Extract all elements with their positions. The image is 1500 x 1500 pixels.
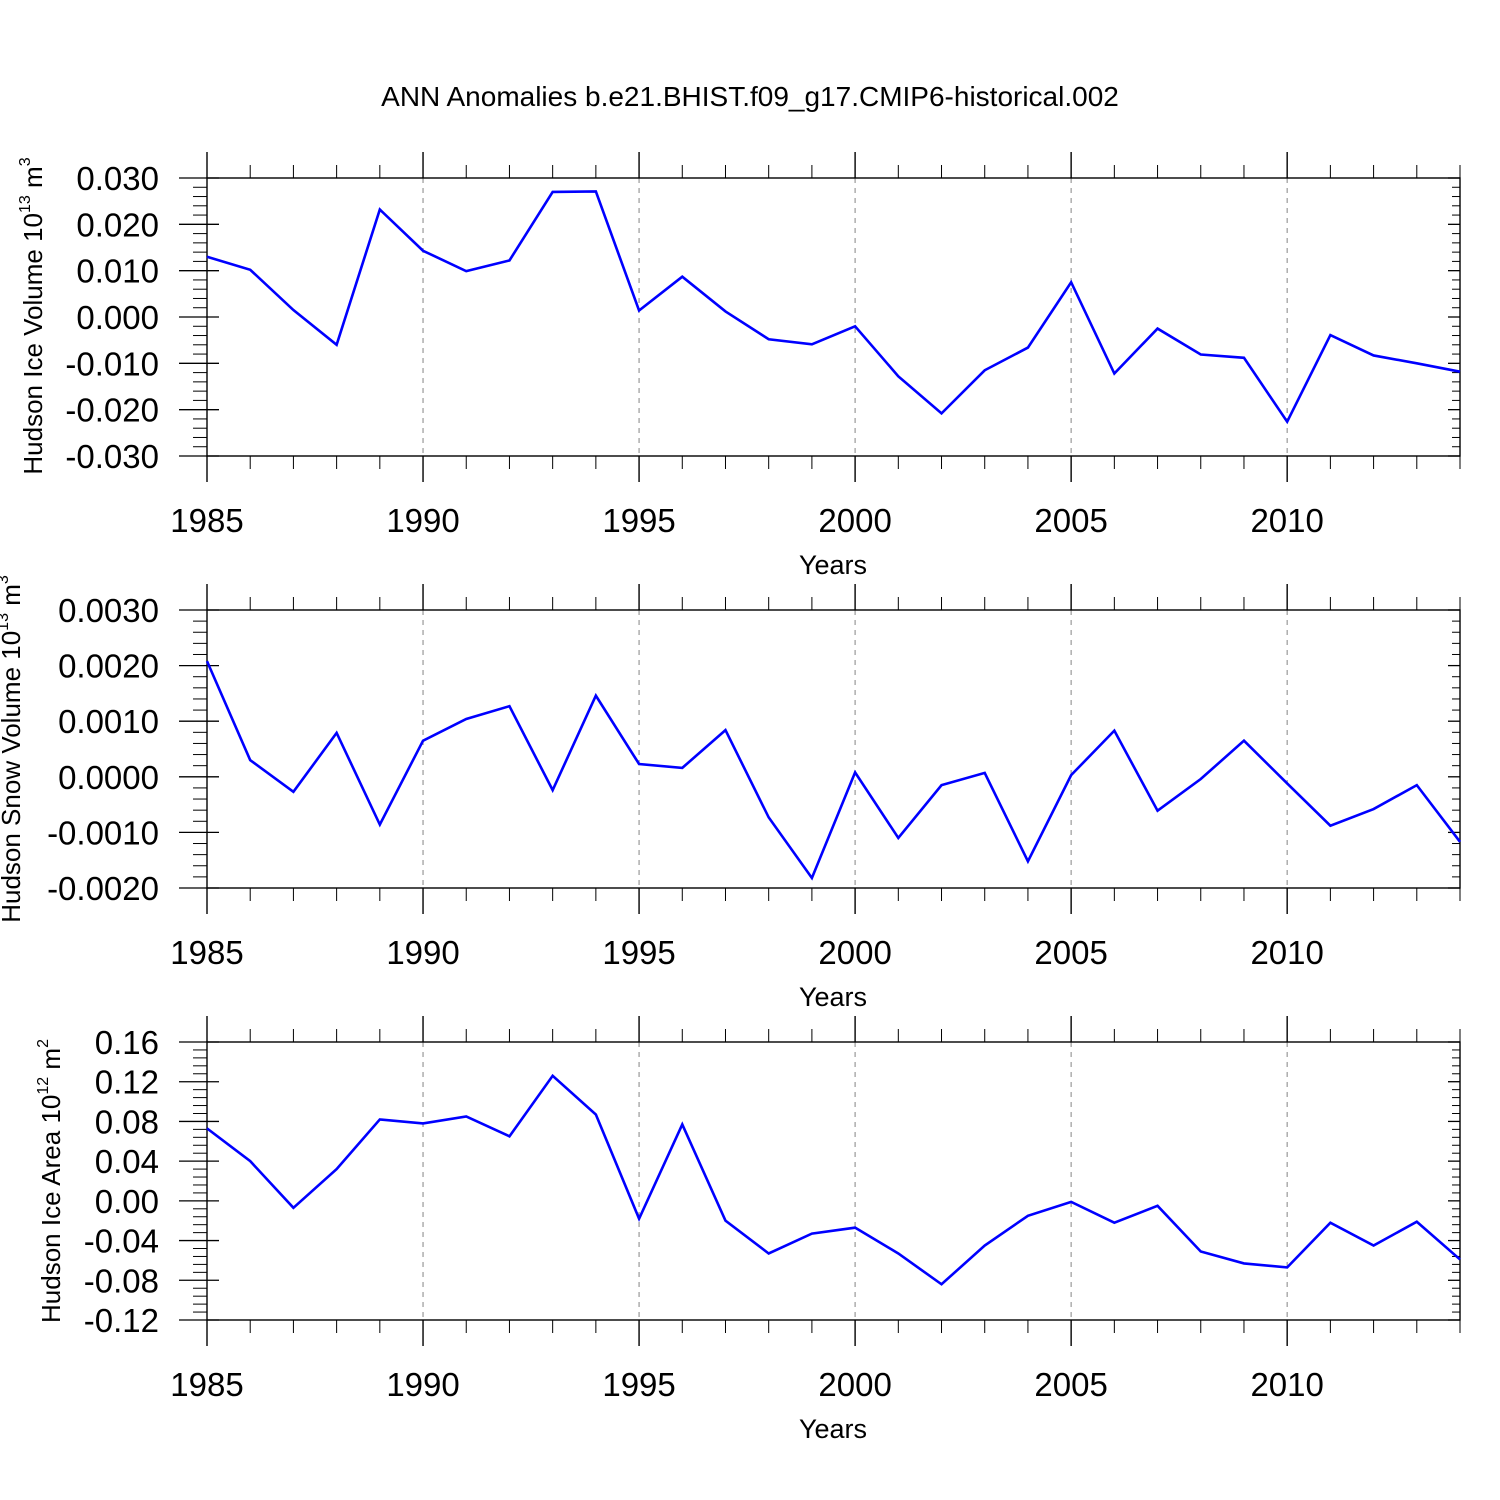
ice-area-ytick-label: 0.12 [95,1064,159,1101]
ice-volume-ytick-label: -0.020 [65,392,159,429]
ice-volume-xtick-label: 1990 [386,502,459,539]
ice-area-series-line [206,1073,1461,1286]
ice-area-ytick-label: -0.12 [84,1302,159,1339]
ice-volume-xlabel: Years [799,550,867,580]
snow-volume-frame [206,609,1461,889]
snow-volume-series-line [205,660,1462,881]
ice-volume-xtick-label: 2005 [1034,502,1107,539]
snow-volume-xtick-label: 2005 [1034,934,1107,971]
snow-volume-ytick-label: 0.0000 [58,759,159,796]
ice-area-ytick-label: 0.16 [95,1024,159,1061]
snow-volume-xtick-label: 2010 [1250,934,1323,971]
ice-volume-xtick-label: 2010 [1250,502,1323,539]
snow-volume-xlabel: Years [799,982,867,1012]
ice-volume-ytick-label: -0.010 [65,345,159,382]
ice-area-xtick-label: 1995 [602,1366,675,1403]
ice-volume-series-line [206,190,1461,425]
snow-volume-ytick-label: -0.0020 [47,870,159,907]
ice-volume-ytick-label: 0.000 [76,299,159,336]
snow-volume-xtick-label: 2000 [818,934,891,971]
ice-volume-ylabel: Hudson Ice Volume 1013 m3 [17,157,48,474]
ice-area-ytick-label: 0.04 [95,1143,159,1180]
ice-area-xtick-label: 2005 [1034,1366,1107,1403]
ice-area-ytick-label: -0.08 [84,1262,159,1299]
ice-area-frame [206,1041,1461,1321]
ice-area-ytick-label: -0.04 [84,1223,159,1260]
snow-volume-ylabel: Hudson Snow Volume 1013 m3 [0,575,26,923]
ice-volume-xtick-label: 1985 [170,502,243,539]
ice-volume-panel: Years Hudson Ice Volume 1013 m3 1985 1990… [17,152,1461,580]
ice-volume-ytick-label: 0.030 [76,160,159,197]
snow-volume-xtick-label: 1985 [170,934,243,971]
ice-volume-xtick-label: 1995 [602,502,675,539]
ice-volume-ytick-label: 0.020 [76,206,159,243]
ice-volume-ytick-label: 0.010 [76,253,159,290]
snow-volume-panel: Years Hudson Snow Volume 1013 m3 1985 199… [0,575,1462,1012]
ice-area-ytick-label: 0.08 [95,1103,159,1140]
ice-volume-ytick-label: -0.030 [65,438,159,475]
ice-area-ytick-label: 0.00 [95,1183,159,1220]
ice-area-ylabel: Hudson Ice Area 1012 m2 [35,1039,66,1323]
ice-volume-xtick-label: 2000 [818,502,891,539]
snow-volume-ytick-label: 0.0010 [58,703,159,740]
ice-area-xlabel: Years [799,1414,867,1444]
main-title: ANN Anomalies b.e21.BHIST.f09_g17.CMIP6-… [381,81,1119,112]
ice-area-xtick-label: 1985 [170,1366,243,1403]
ice-volume-frame [206,177,1461,457]
ice-area-panel: Years Hudson Ice Area 1012 m2 1985 1990 19… [35,1016,1461,1444]
snow-volume-ytick-label: -0.0010 [47,814,159,851]
ice-area-xtick-label: 1990 [386,1366,459,1403]
snow-volume-ytick-label: 0.0020 [58,648,159,685]
snow-volume-xtick-label: 1990 [386,934,459,971]
snow-volume-ytick-label: 0.0030 [58,592,159,629]
ice-area-xtick-label: 2000 [818,1366,891,1403]
ice-area-xtick-label: 2010 [1250,1366,1323,1403]
snow-volume-xtick-label: 1995 [602,934,675,971]
